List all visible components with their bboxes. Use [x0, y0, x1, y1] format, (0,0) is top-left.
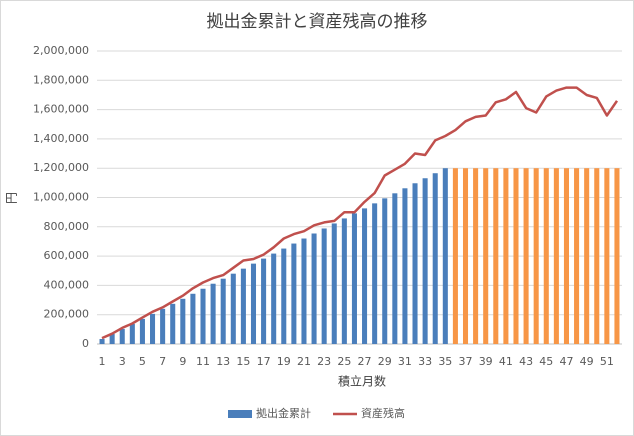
x-tick-label: 23 [317, 355, 331, 368]
bar [372, 203, 378, 344]
bar [584, 168, 590, 344]
bar [271, 253, 277, 344]
x-tick-label: 17 [257, 355, 271, 368]
bar [392, 193, 398, 344]
bar [432, 173, 438, 344]
line [101, 86, 619, 340]
x-tick-label: 27 [358, 355, 372, 368]
bar [341, 218, 347, 344]
x-tick-label: 39 [479, 355, 493, 368]
y-tick-label: 1,400,000 [33, 132, 89, 145]
bar [351, 213, 357, 344]
y-tick-label: 1,600,000 [33, 103, 89, 116]
y-tick-label: 600,000 [44, 249, 90, 262]
legend-label: 拠出金累計 [256, 406, 311, 420]
bar [210, 283, 216, 344]
bar [422, 178, 428, 344]
bar [382, 198, 388, 344]
x-tick-label: 49 [580, 355, 594, 368]
x-tick-label: 9 [179, 355, 186, 368]
bar [513, 168, 519, 344]
bar [281, 248, 287, 344]
bar [321, 228, 327, 344]
bar [533, 168, 539, 344]
y-tick-label: 2,000,000 [33, 44, 89, 57]
x-tick-label: 3 [119, 355, 126, 368]
bar [604, 168, 610, 344]
x-tick-label: 21 [297, 355, 311, 368]
bar [160, 308, 166, 344]
bar [291, 243, 297, 344]
bar [452, 168, 458, 344]
x-tick-label: 11 [196, 355, 210, 368]
bar [190, 293, 196, 344]
x-tick-label: 47 [559, 355, 573, 368]
bar [553, 168, 559, 344]
x-tick-label: 31 [398, 355, 412, 368]
bar [230, 273, 236, 344]
bar [119, 328, 125, 344]
bar [331, 223, 337, 344]
y-tick-label: 1,200,000 [33, 161, 89, 174]
x-tick-label: 41 [499, 355, 513, 368]
bar [261, 258, 267, 344]
x-tick-label: 13 [216, 355, 230, 368]
x-tick-label: 43 [519, 355, 533, 368]
bar [311, 233, 317, 344]
x-tick-label: 7 [159, 355, 166, 368]
x-tick-label: 15 [236, 355, 250, 368]
x-axis-title: 積立月数 [338, 374, 386, 389]
bar [200, 288, 206, 344]
y-axis-title: 円 [5, 192, 19, 204]
bar [150, 313, 156, 344]
x-tick-label: 1 [99, 355, 106, 368]
bar [250, 263, 257, 344]
y-tick-label: 200,000 [44, 308, 90, 321]
bar [99, 338, 105, 344]
bar [139, 318, 145, 344]
chart-title: 拠出金累計と資産残高の推移 [207, 12, 428, 32]
legend-swatch [228, 410, 252, 418]
bar [483, 168, 489, 344]
y-tick-label: 800,000 [44, 220, 90, 233]
x-tick-label: 33 [418, 355, 432, 368]
bar [180, 298, 186, 344]
bar [220, 278, 226, 344]
bar [240, 268, 246, 344]
bar [574, 168, 580, 344]
legend-label: 資産残高 [361, 406, 405, 420]
y-tick-label: 1,000,000 [33, 191, 89, 204]
x-tick-label: 29 [378, 355, 392, 368]
bar [129, 323, 135, 344]
y-tick-label: 1,800,000 [33, 73, 89, 86]
bar [362, 208, 368, 344]
bar [412, 183, 418, 344]
x-tick-label: 37 [459, 355, 473, 368]
bar [563, 168, 569, 344]
bar [462, 168, 469, 344]
x-tick-label: 25 [337, 355, 351, 368]
x-tick-label: 51 [600, 355, 614, 368]
x-tick-label: 19 [277, 355, 291, 368]
bar [402, 188, 408, 344]
bar [301, 238, 307, 344]
bar [503, 168, 509, 344]
y-tick-label: 0 [82, 337, 89, 350]
bar [493, 168, 499, 344]
x-tick-label: 5 [139, 355, 146, 368]
bar [442, 168, 448, 344]
x-tick-label: 45 [539, 355, 553, 368]
bar [170, 303, 176, 344]
bar [543, 168, 549, 344]
bar [594, 168, 600, 344]
bar [614, 168, 620, 344]
x-tick-label: 35 [438, 355, 452, 368]
bar [523, 168, 529, 344]
y-tick-label: 400,000 [44, 278, 90, 291]
bar [473, 168, 479, 344]
bar [109, 333, 115, 344]
